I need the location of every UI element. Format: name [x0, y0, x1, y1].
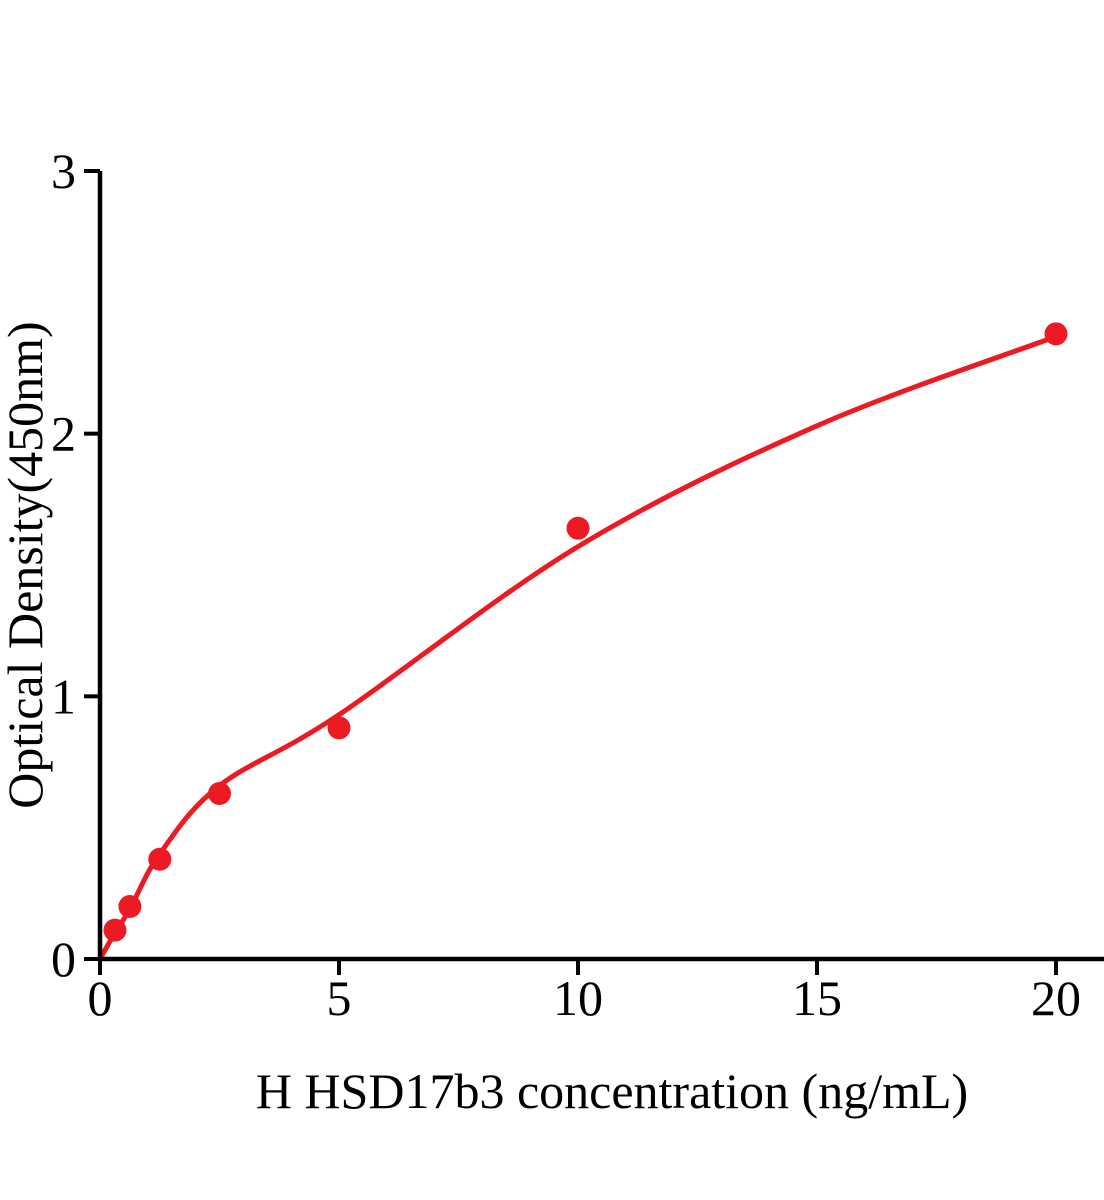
x-axis-title: H HSD17b3 concentration (ng/mL) — [256, 1063, 968, 1119]
axis-layer — [97, 171, 1104, 962]
data-point — [327, 716, 351, 740]
fit-curve-layer — [97, 334, 1059, 962]
data-point — [148, 847, 172, 871]
fit-curve — [97, 334, 1059, 962]
data-point — [118, 895, 142, 918]
x-tick-label: 20 — [1031, 970, 1081, 1026]
y-tick-label: 0 — [51, 931, 76, 987]
x-tick-label: 5 — [327, 970, 352, 1026]
y-tick-label: 1 — [51, 668, 76, 724]
data-point — [103, 918, 127, 942]
data-point-layer — [103, 322, 1068, 942]
y-tick-label: 2 — [51, 406, 76, 462]
x-tick-label: 0 — [88, 970, 113, 1026]
x-tick-label: 10 — [553, 970, 603, 1026]
y-tick-label: 3 — [51, 143, 76, 199]
data-point — [208, 782, 231, 805]
tick-layer: 0 5 10 15 20 0 1 2 3 — [51, 143, 1081, 1026]
x-tick-label: 15 — [792, 970, 842, 1026]
y-axis-title: Optical Density(450nm) — [0, 321, 53, 808]
data-point — [566, 516, 590, 540]
data-point — [1044, 322, 1068, 346]
